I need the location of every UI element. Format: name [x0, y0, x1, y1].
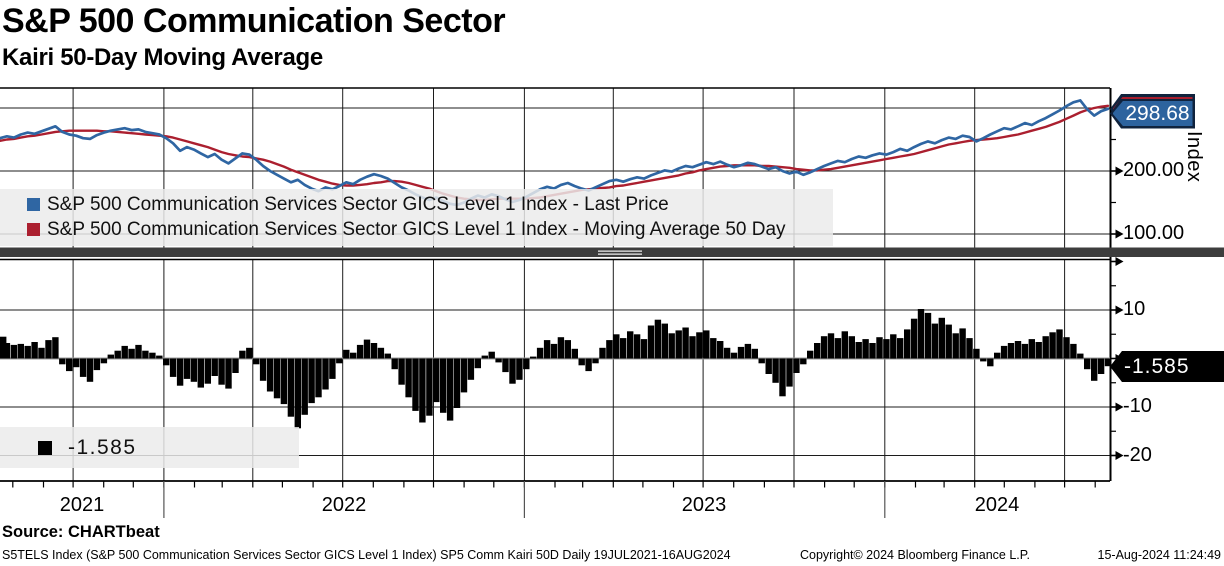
kairi-value-badge: -1.585	[1110, 351, 1224, 382]
footnote-security-description: S5TELS Index (S&P 500 Communication Serv…	[2, 548, 731, 562]
x-axis-year-label: 2024	[974, 494, 1020, 516]
price-line	[0, 99, 1110, 207]
last-price-swatch-icon	[27, 198, 40, 211]
y-axis-tick-label: 100.00	[1123, 222, 1185, 244]
bottom-panel-legend[interactable]: -1.585	[0, 427, 299, 468]
source-label: Source: CHARTbeat	[2, 523, 160, 541]
y-axis-tick-label: 10	[1123, 298, 1146, 320]
legend-row-moving-average[interactable]: S&P 500 Communication Services Sector GI…	[0, 217, 833, 242]
x-axis-year-label: 2023	[681, 494, 727, 516]
top-panel-legend: S&P 500 Communication Services Sector GI…	[0, 189, 833, 246]
moving-average-line	[0, 104, 1110, 202]
y-axis-title-index: Index	[1183, 131, 1205, 183]
y-axis-tick-label: -10	[1123, 395, 1152, 417]
kairi-histogram	[0, 309, 1112, 429]
legend-label-last-price: S&P 500 Communication Services Sector GI…	[47, 193, 669, 215]
legend-label-kairi-value: -1.585	[68, 435, 137, 459]
x-axis-year-label: 2022	[321, 494, 367, 516]
x-axis-ticks	[12, 481, 1096, 518]
y-axis-tick-label: 200.00	[1123, 159, 1185, 181]
legend-row-last-price[interactable]: S&P 500 Communication Services Sector GI…	[0, 192, 833, 217]
page-title: S&P 500 Communication Sector	[2, 2, 506, 40]
kairi-swatch-icon	[38, 440, 52, 455]
panel-resize-handle[interactable]	[598, 250, 642, 252]
last-price-badge-value: 298.68	[1112, 101, 1193, 126]
last-price-badge: 298.68	[1110, 98, 1195, 129]
panel-separator	[0, 247, 1224, 257]
y-axis-ticks	[1110, 103, 1124, 460]
x-axis-year-label: 2021	[59, 494, 105, 516]
footnote-timestamp: 15-Aug-2024 11:24:49	[1097, 548, 1221, 562]
footnote-copyright: Copyright© 2024 Bloomberg Finance L.P.	[800, 548, 1030, 562]
y-axis-tick-label: -20	[1123, 444, 1152, 466]
page-subtitle: Kairi 50-Day Moving Average	[2, 44, 323, 71]
legend-label-moving-average: S&P 500 Communication Services Sector GI…	[47, 218, 786, 240]
moving-average-swatch-icon	[27, 223, 40, 236]
